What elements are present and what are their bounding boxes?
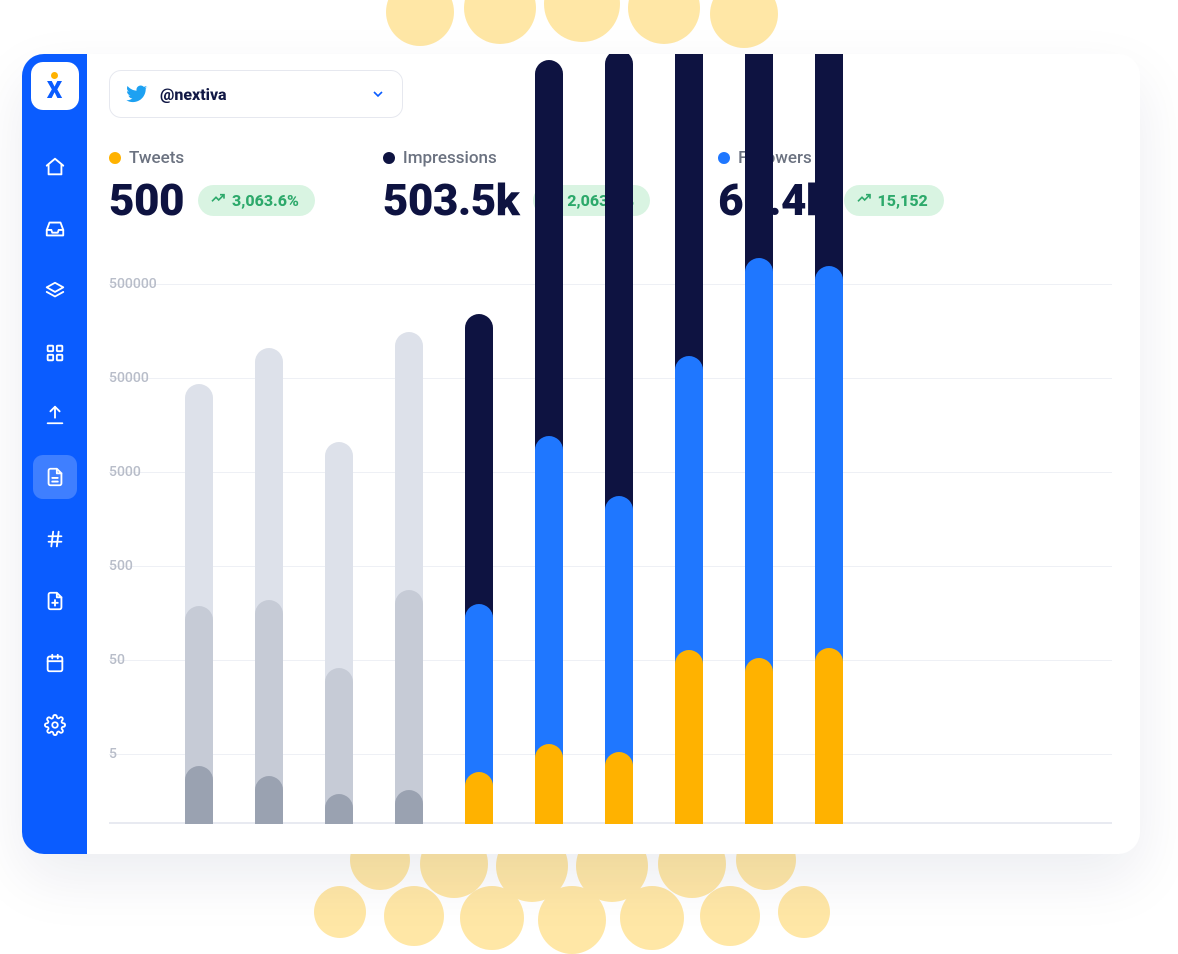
bar-segment-tweets [185,766,213,824]
nav-hashtag[interactable] [33,517,77,561]
chart-bars [185,264,1112,824]
kpi-value: 503.5k [383,174,519,226]
nav-inbox[interactable] [33,207,77,251]
bar-segment-tweets [815,648,843,824]
nav-calendar[interactable] [33,641,77,685]
nav-home[interactable] [33,145,77,189]
app-shell: X @nextiva Tweets 500 3,063.6% [22,54,1140,854]
twitter-icon [126,83,148,105]
bar-segment-tweets [605,752,633,824]
sidebar: X [22,54,87,854]
calendar-icon [44,652,66,674]
main-panel: @nextiva Tweets 500 3,063.6% Impressions [87,54,1140,854]
layers-icon [44,280,66,302]
kpi-trend-value: 15,152 [878,191,928,210]
logo-dot-icon [51,72,58,79]
kpi-dot-icon [718,152,730,164]
settings-icon [44,714,66,736]
kpi-value: 500 [109,174,184,226]
kpi-dot-icon [383,152,395,164]
inbox-icon [44,218,66,240]
bar-segment-followers [395,590,423,824]
app-logo[interactable]: X [31,62,79,110]
nav-upload[interactable] [33,393,77,437]
kpi-tweets: Tweets 500 3,063.6% [109,148,315,226]
nav-add-file[interactable] [33,579,77,623]
chart-ytick: 500 [109,558,133,574]
file-icon [44,466,66,488]
kpi-label: Tweets [129,148,184,168]
account-selector[interactable]: @nextiva [109,70,403,118]
bar-segment-tweets [255,776,283,824]
account-handle: @nextiva [160,85,227,104]
kpi-dot-icon [109,152,121,164]
bar-segment-tweets [465,772,493,824]
nav-layers[interactable] [33,269,77,313]
bar-segment-tweets [745,658,773,824]
chevron-down-icon [370,86,386,102]
trend-up-icon [856,192,872,208]
kpi-trend-value: 3,063.6% [232,191,299,210]
nav-apps[interactable] [33,331,77,375]
kpi-trend-badge: 3,063.6% [198,185,315,216]
file-plus-icon [44,590,66,612]
bar-segment-tweets [675,650,703,824]
chart-ytick: 50000 [109,370,149,386]
home-icon [44,156,66,178]
chart-ytick: 5 [109,746,117,762]
upload-icon [44,404,66,426]
bar-segment-tweets [535,744,563,824]
nav-reports[interactable] [33,455,77,499]
nav-settings[interactable] [33,703,77,747]
chart-ytick: 5000 [109,464,141,480]
chart-ytick: 50 [109,652,125,668]
grid-icon [44,342,66,364]
logo-mark: X [47,78,62,102]
trend-up-icon [210,192,226,208]
bar-segment-tweets [395,790,423,824]
kpi-label: Impressions [403,148,497,168]
analytics-chart: 500000 50000 5000 500 50 5 [109,258,1112,854]
kpi-value: 60.4k [718,174,829,226]
kpi-trend-badge: 15,152 [844,185,944,216]
chart-ytick: 500000 [109,276,157,292]
hash-icon [44,528,66,550]
bar-segment-tweets [325,794,353,824]
